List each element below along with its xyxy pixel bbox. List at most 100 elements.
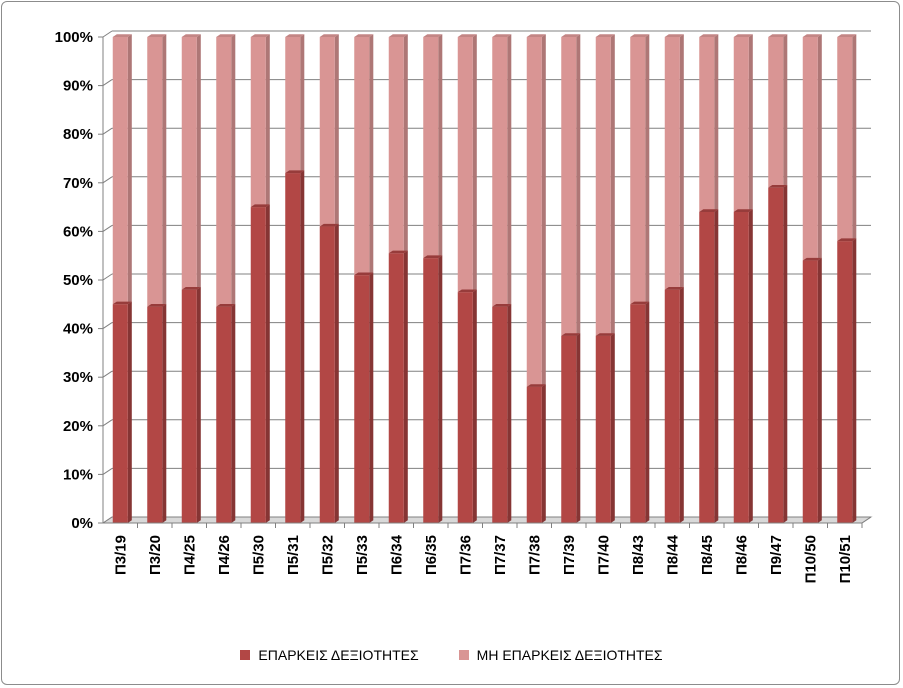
bar-top-eparkeis <box>664 287 684 290</box>
bar-top-eparkeis <box>319 223 339 227</box>
bar-side-mh-eparkeis <box>196 34 201 290</box>
bar-side-mh-eparkeis <box>852 34 857 242</box>
bar-mh-eparkeis <box>630 37 646 305</box>
x-tick-label: Π7/36 <box>457 535 474 575</box>
bar-eparkeis <box>216 306 232 523</box>
bar-top-eparkeis <box>561 333 581 336</box>
bar-top-eparkeis <box>802 257 822 261</box>
bar-top-mh-eparkeis <box>733 34 753 37</box>
bar-side-eparkeis <box>334 223 339 523</box>
bar-mh-eparkeis <box>354 37 370 276</box>
bar-side-mh-eparkeis <box>162 34 167 307</box>
bar-mh-eparkeis <box>388 37 404 254</box>
y-tick-label: 80% <box>63 126 93 143</box>
bar-side-eparkeis <box>438 255 443 523</box>
bar-top-eparkeis <box>354 272 374 276</box>
bar-top-eparkeis <box>457 289 477 293</box>
bar-side-mh-eparkeis <box>265 34 270 208</box>
bar-mh-eparkeis <box>526 37 542 387</box>
legend-label: ΜΗ ΕΠΑΡΚΕΙΣ ΔΕΞΙΟΤΗΤΕΣ <box>476 647 663 663</box>
x-tick-label: Π6/34 <box>388 534 405 575</box>
x-tick-label: Π3/20 <box>147 535 164 575</box>
bar-side-eparkeis <box>714 209 719 523</box>
bar-side-mh-eparkeis <box>403 34 408 254</box>
bar-mh-eparkeis <box>699 37 715 212</box>
bar-top-mh-eparkeis <box>388 34 408 37</box>
bar-top-mh-eparkeis <box>354 34 374 37</box>
x-tick-label: Π5/32 <box>319 535 336 575</box>
x-tick-label: Π5/30 <box>250 535 267 575</box>
bar-mh-eparkeis <box>285 37 301 174</box>
gridline-depth <box>102 176 113 184</box>
bar-side-eparkeis <box>472 289 477 523</box>
bar-side-eparkeis <box>679 287 684 523</box>
bar-side-eparkeis <box>196 287 201 523</box>
bar-side-eparkeis <box>369 272 374 523</box>
bar-side-mh-eparkeis <box>300 34 305 174</box>
y-tick-label: 50% <box>63 272 93 289</box>
bar-top-mh-eparkeis <box>216 34 236 37</box>
x-tick-label: Π10/50 <box>802 535 819 583</box>
gridline-depth <box>102 224 113 232</box>
x-tick-label: Π8/46 <box>733 535 750 575</box>
bar-eparkeis <box>285 173 301 523</box>
gridline-depth <box>102 273 113 281</box>
gridline-depth <box>102 419 113 427</box>
bar-eparkeis <box>388 253 404 523</box>
bar-side-mh-eparkeis <box>748 34 753 212</box>
bar-mh-eparkeis <box>250 37 266 208</box>
bar-top-eparkeis <box>250 204 270 208</box>
x-tick-label: Π4/25 <box>181 535 198 575</box>
bar-eparkeis <box>837 241 853 523</box>
gridline-depth <box>102 322 113 330</box>
bar-top-eparkeis <box>837 238 857 242</box>
bar-side-mh-eparkeis <box>507 34 512 307</box>
bar-side-eparkeis <box>610 333 615 523</box>
bar-top-mh-eparkeis <box>802 34 822 37</box>
bar-side-mh-eparkeis <box>369 34 374 276</box>
x-tick-label: Π6/35 <box>423 535 440 575</box>
gridline-depth <box>102 30 113 38</box>
bar-mh-eparkeis <box>802 37 818 261</box>
bar-side-eparkeis <box>576 333 581 523</box>
bar-mh-eparkeis <box>112 37 128 305</box>
bar-side-mh-eparkeis <box>334 34 339 227</box>
bar-side-eparkeis <box>403 250 408 523</box>
legend-item-series-1: ΜΗ ΕΠΑΡΚΕΙΣ ΔΕΞΙΟΤΗΤΕΣ <box>458 647 663 663</box>
gridline-depth <box>102 127 113 135</box>
bar-top-mh-eparkeis <box>664 34 684 37</box>
bar-top-eparkeis <box>112 301 132 305</box>
bar-top-mh-eparkeis <box>561 34 581 37</box>
bar-top-eparkeis <box>423 255 443 259</box>
bar-top-mh-eparkeis <box>423 34 443 37</box>
bar-top-eparkeis <box>492 304 512 307</box>
bar-top-eparkeis <box>181 287 201 290</box>
bar-eparkeis <box>561 335 577 523</box>
bar-eparkeis <box>733 211 749 523</box>
bar-mh-eparkeis <box>181 37 197 290</box>
y-tick-label: 0% <box>71 515 93 532</box>
bar-eparkeis <box>250 207 266 523</box>
bar-side-eparkeis <box>300 170 305 523</box>
bar-top-mh-eparkeis <box>112 34 132 37</box>
bar-top-eparkeis <box>699 209 719 212</box>
legend-item-series-0: ΕΠΑΡΚΕΙΣ ΔΕΞΙΟΤΗΤΕΣ <box>240 647 419 663</box>
bar-top-eparkeis <box>595 333 615 336</box>
bar-mh-eparkeis <box>561 37 577 336</box>
stacked-bar-chart: 0% 10% 20% 30% 40% 50% 60% 70% 80% 90% 100% Π3/19 Π3… <box>55 29 873 583</box>
bar-top-mh-eparkeis <box>492 34 512 37</box>
bar-top-mh-eparkeis <box>526 34 546 37</box>
bar-side-mh-eparkeis <box>783 34 788 188</box>
bar-side-mh-eparkeis <box>472 34 477 293</box>
x-tick-label: Π8/44 <box>664 534 681 575</box>
bar-top-eparkeis <box>285 170 305 174</box>
bar-mh-eparkeis <box>595 37 611 336</box>
bar-side-eparkeis <box>852 238 857 524</box>
bar-top-eparkeis <box>216 304 236 307</box>
bar-mh-eparkeis <box>768 37 784 188</box>
x-tick-label: Π8/43 <box>630 535 647 575</box>
y-tick-label: 90% <box>63 78 93 95</box>
bar-side-mh-eparkeis <box>645 34 650 305</box>
bar-mh-eparkeis <box>733 37 749 212</box>
chart-legend: ΕΠΑΡΚΕΙΣ ΔΕΞΙΟΤΗΤΕΣ ΜΗ ΕΠΑΡΚΕΙΣ ΔΕΞΙΟΤΗΤ… <box>0 640 903 670</box>
